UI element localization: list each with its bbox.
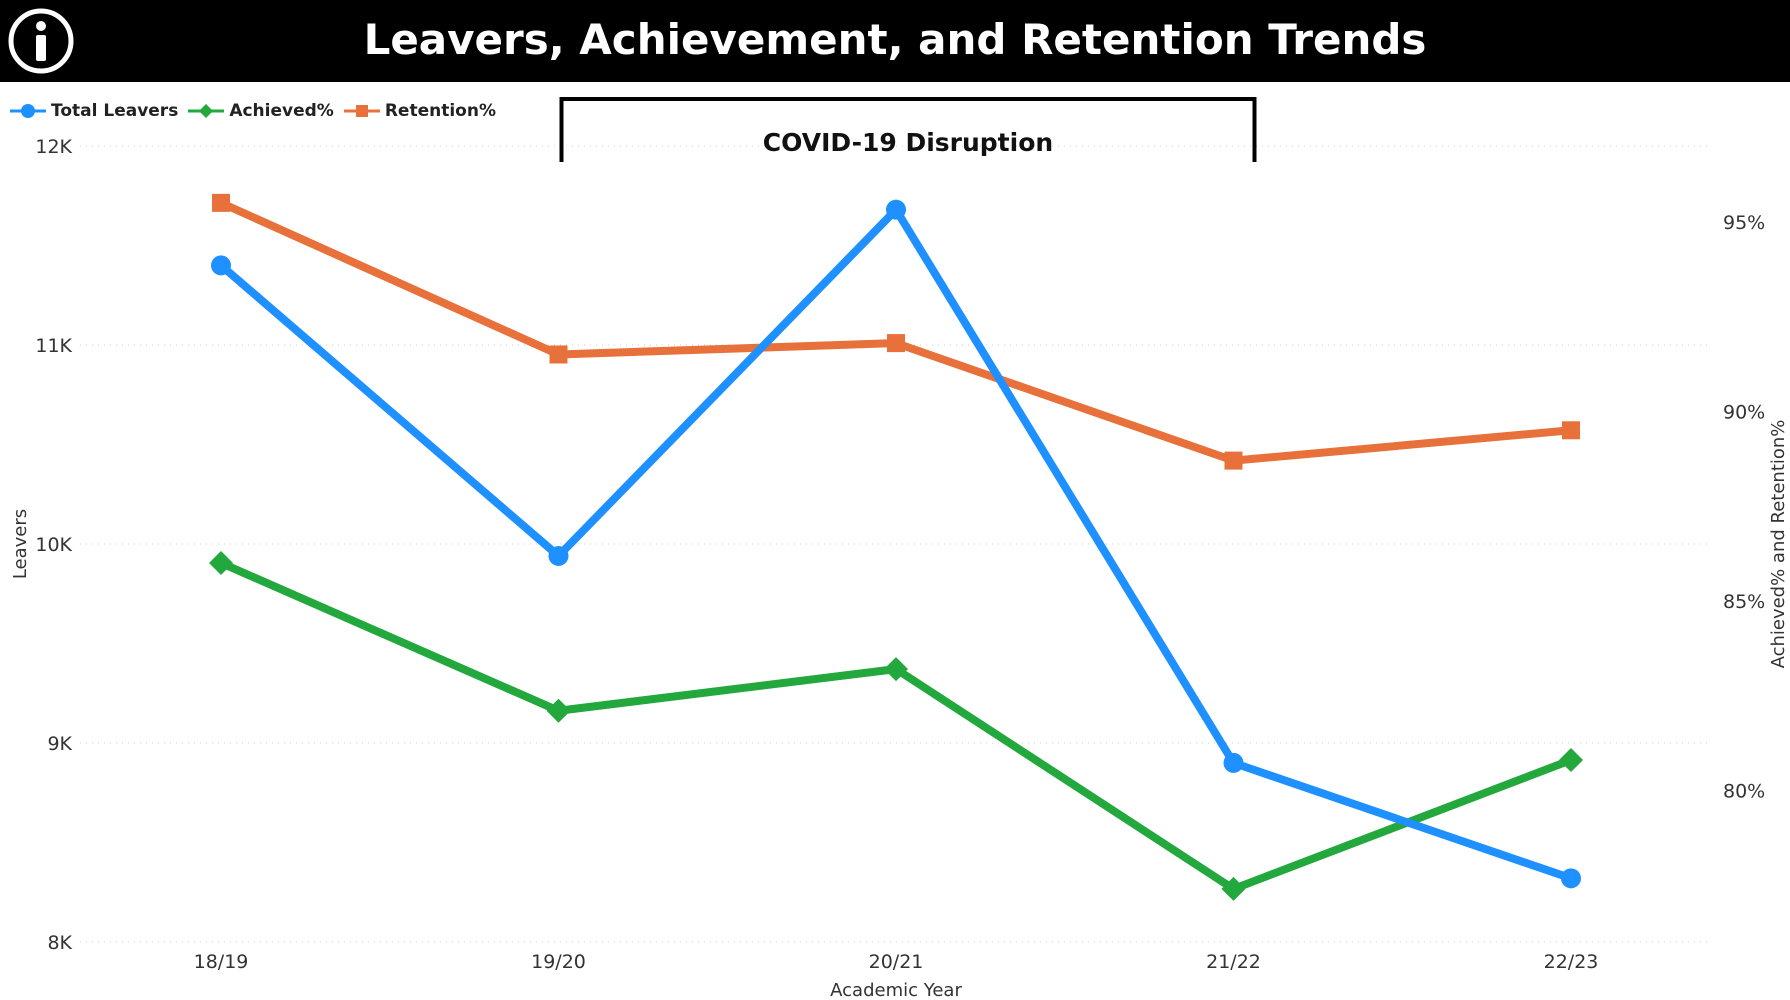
y2-tick-label: 90%	[1723, 401, 1765, 423]
covid-bracket	[559, 97, 1257, 162]
series-line-retention	[217, 198, 1575, 465]
point-retention	[549, 345, 568, 364]
x-tick-label: 19/20	[531, 951, 586, 973]
y2-tick-label: 85%	[1723, 591, 1765, 613]
gridlines	[80, 145, 1710, 943]
point-total-leavers	[886, 199, 906, 220]
y-tick-label: 10K	[35, 534, 72, 556]
legend-label: Retention%	[384, 101, 496, 121]
point-total-leavers	[211, 255, 231, 276]
info-circle-icon[interactable]	[6, 6, 76, 76]
page-title: Leavers, Achievement, and Retention Tren…	[363, 15, 1427, 64]
point-total-leavers	[1561, 868, 1581, 889]
series-lines	[209, 193, 1583, 901]
legend-label: Achieved%	[229, 101, 334, 121]
y2-axis-title: Achieved% and Retention%	[1768, 420, 1789, 669]
covid-annotation-label: COVID-19 Disruption	[763, 128, 1053, 157]
point-achieved	[1221, 876, 1246, 901]
point-achieved	[1559, 748, 1583, 773]
point-total-leavers	[548, 545, 569, 566]
covid-bracket-line	[559, 97, 1257, 162]
y-tick-label: 12K	[35, 136, 72, 158]
point-retention	[887, 334, 905, 353]
x-tick-label: 21/22	[1206, 951, 1261, 973]
point-retention	[212, 193, 230, 212]
x-axis-title: Academic Year	[830, 980, 962, 1000]
point-achieved	[884, 657, 908, 682]
y-tick-label: 8K	[47, 932, 72, 954]
point-achieved	[546, 698, 571, 723]
legend-item-retention[interactable]: Retention%	[342, 101, 496, 121]
y2-tick-label: 80%	[1723, 780, 1765, 802]
axis-ticks: 8K 9K 10K 11K 12K 80% 85% 90% 95% 18/19 19/20 20/21…	[35, 136, 1765, 973]
y2-tick-label: 95%	[1723, 212, 1765, 234]
legend-diamond-marker-icon	[188, 104, 225, 118]
header-bar	[0, 0, 1790, 82]
legend-circle-marker-icon	[10, 104, 46, 118]
y-tick-label: 11K	[35, 335, 72, 357]
y-tick-label: 9K	[47, 733, 72, 755]
point-achieved	[209, 550, 233, 575]
legend-item-achieved[interactable]: Achieved%	[186, 101, 334, 121]
chart-legend: Total Leavers Achieved% Retention%	[8, 99, 496, 123]
legend-square-marker-icon	[343, 105, 380, 117]
point-total-leavers	[1223, 752, 1244, 773]
y-axis-title: Leavers	[10, 509, 31, 579]
x-tick-label: 18/19	[194, 951, 249, 973]
series-line-achieved	[217, 558, 1575, 893]
x-tick-label: 22/23	[1544, 951, 1599, 973]
x-tick-label: 20/21	[869, 951, 924, 973]
legend-item-total-leavers[interactable]: Total Leavers	[8, 101, 178, 121]
point-retention	[1562, 421, 1580, 440]
point-retention	[1224, 451, 1243, 470]
legend-label: Total Leavers	[51, 101, 179, 121]
